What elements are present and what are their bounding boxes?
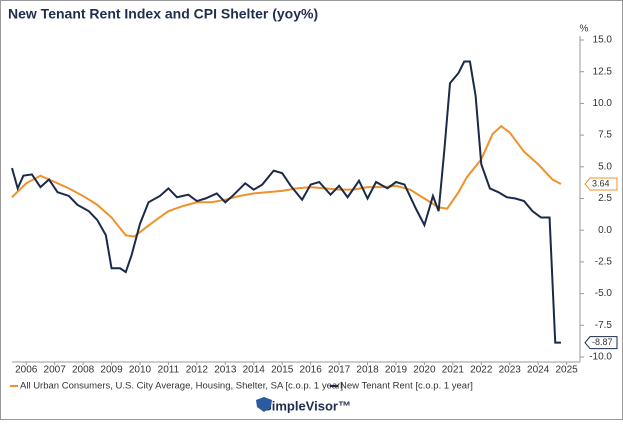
x-tick-label: 2009: [100, 365, 123, 376]
x-tick-label: 2020: [413, 365, 436, 376]
y-unit: %: [580, 24, 589, 35]
legend-label: All Urban Consumers, U.S. City Average, …: [20, 381, 343, 392]
x-tick-label: 2019: [385, 365, 408, 376]
x-tick-label: 2017: [328, 365, 351, 376]
x-tick-label: 2014: [243, 365, 266, 376]
y-tick-label: 2.5: [598, 193, 612, 204]
end-label-box: [584, 336, 618, 350]
legend-label: New Tenant Rent [c.o.p. 1 year]: [340, 381, 473, 392]
end-label: -8.87: [592, 337, 613, 347]
logo-icon: [256, 397, 272, 412]
x-tick-label: 2023: [499, 365, 522, 376]
end-label-box: [584, 177, 618, 191]
x-tick-label: 2006: [15, 365, 38, 376]
x-tick-label: 2007: [44, 365, 67, 376]
y-tick-label: 10.0: [593, 98, 613, 109]
x-tick-label: 2016: [300, 365, 323, 376]
y-tick-label: 12.5: [593, 66, 613, 77]
y-tick-label: 0.0: [598, 225, 612, 236]
end-label: 3.64: [592, 178, 610, 188]
y-tick-label: -2.5: [595, 257, 613, 268]
y-tick-label: 7.5: [598, 130, 612, 141]
x-tick-label: 2021: [442, 365, 465, 376]
series-line: [11, 60, 561, 344]
y-tick-label: 5.0: [598, 161, 612, 172]
x-tick-label: 2010: [129, 365, 152, 376]
chart-title: New Tenant Rent Index and CPI Shelter (y…: [8, 6, 318, 22]
logo: SimpleVisor™: [263, 398, 351, 413]
x-tick-label: 2008: [72, 365, 95, 376]
x-tick-label: 2011: [158, 365, 180, 376]
y-tick-label: -5.0: [595, 288, 613, 299]
x-tick-label: 2025: [555, 365, 578, 376]
x-tick-label: 2022: [470, 365, 493, 376]
x-tick-label: 2013: [214, 365, 237, 376]
x-tick-label: 2024: [527, 365, 550, 376]
x-tick-label: 2012: [186, 365, 209, 376]
y-tick-label: 15.0: [593, 35, 613, 46]
y-tick-label: -10.0: [589, 352, 612, 363]
x-tick-label: 2015: [271, 365, 294, 376]
x-tick-label: 2018: [356, 365, 379, 376]
y-tick-label: -7.5: [595, 320, 613, 331]
